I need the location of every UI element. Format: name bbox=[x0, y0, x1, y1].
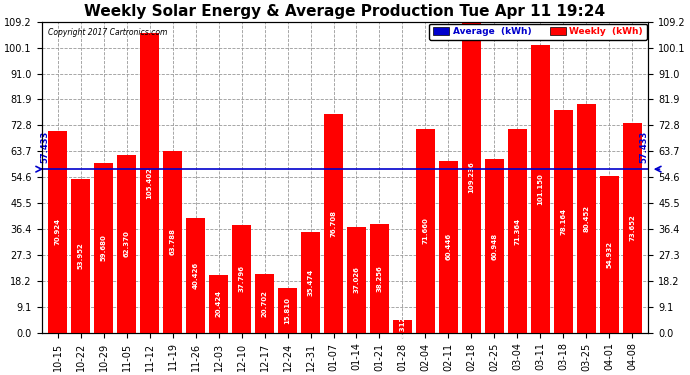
Text: 60.948: 60.948 bbox=[491, 232, 497, 260]
Bar bbox=[600, 176, 619, 333]
Text: 80.452: 80.452 bbox=[584, 205, 589, 232]
Text: 71.660: 71.660 bbox=[422, 217, 428, 244]
Bar bbox=[48, 131, 67, 333]
Bar bbox=[371, 224, 388, 333]
Text: 15.810: 15.810 bbox=[284, 297, 290, 324]
Text: 57.433: 57.433 bbox=[640, 131, 649, 164]
Text: 76.708: 76.708 bbox=[331, 210, 337, 237]
Bar bbox=[140, 33, 159, 333]
Legend: Average  (kWh), Weekly  (kWh): Average (kWh), Weekly (kWh) bbox=[429, 24, 647, 40]
Text: 53.952: 53.952 bbox=[77, 243, 83, 269]
Bar bbox=[164, 151, 181, 333]
Bar bbox=[462, 22, 481, 333]
Text: 101.150: 101.150 bbox=[538, 173, 544, 205]
Bar bbox=[416, 129, 435, 333]
Text: 70.924: 70.924 bbox=[55, 218, 61, 245]
Bar bbox=[623, 123, 642, 333]
Bar bbox=[393, 321, 412, 333]
Text: 20.702: 20.702 bbox=[262, 290, 268, 317]
Bar bbox=[117, 155, 136, 333]
Text: 20.424: 20.424 bbox=[215, 290, 221, 317]
Bar bbox=[578, 104, 595, 333]
Text: Copyright 2017 Cartronics.com: Copyright 2017 Cartronics.com bbox=[48, 28, 167, 37]
Text: 37.796: 37.796 bbox=[239, 266, 244, 292]
Text: 71.364: 71.364 bbox=[515, 217, 520, 244]
Text: 38.256: 38.256 bbox=[377, 265, 382, 292]
Text: 73.652: 73.652 bbox=[629, 214, 635, 241]
Bar bbox=[95, 163, 112, 333]
Text: 105.402: 105.402 bbox=[146, 167, 152, 199]
Text: 54.932: 54.932 bbox=[607, 241, 613, 268]
Text: 59.680: 59.680 bbox=[101, 234, 106, 261]
Bar bbox=[302, 232, 319, 333]
Text: 35.474: 35.474 bbox=[308, 268, 313, 296]
Bar bbox=[255, 274, 274, 333]
Bar bbox=[186, 217, 205, 333]
Bar bbox=[209, 274, 228, 333]
Bar bbox=[233, 225, 250, 333]
Bar bbox=[531, 45, 550, 333]
Text: 4.312: 4.312 bbox=[400, 315, 406, 338]
Bar bbox=[554, 110, 573, 333]
Text: 62.370: 62.370 bbox=[124, 231, 130, 257]
Text: 60.446: 60.446 bbox=[446, 233, 451, 260]
Bar bbox=[71, 179, 90, 333]
Text: 37.026: 37.026 bbox=[353, 267, 359, 294]
Bar bbox=[324, 114, 343, 333]
Text: 109.236: 109.236 bbox=[469, 161, 475, 193]
Bar bbox=[509, 129, 526, 333]
Text: 40.426: 40.426 bbox=[193, 262, 199, 289]
Text: 63.788: 63.788 bbox=[170, 228, 175, 255]
Bar bbox=[347, 227, 366, 333]
Bar bbox=[278, 288, 297, 333]
Bar bbox=[440, 160, 457, 333]
Text: 78.164: 78.164 bbox=[560, 208, 566, 235]
Text: 57.433: 57.433 bbox=[41, 131, 50, 164]
Bar bbox=[485, 159, 504, 333]
Title: Weekly Solar Energy & Average Production Tue Apr 11 19:24: Weekly Solar Energy & Average Production… bbox=[84, 4, 606, 19]
